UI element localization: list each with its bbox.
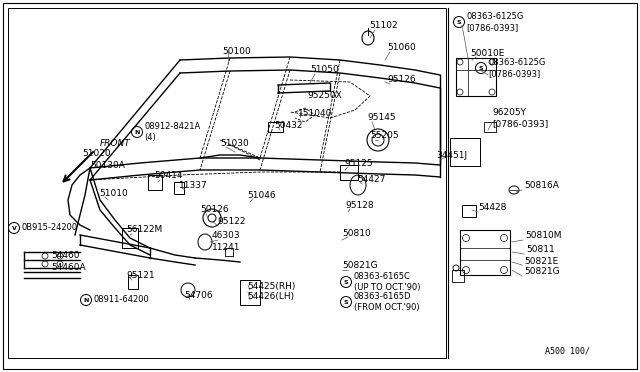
Text: 51020: 51020 bbox=[82, 148, 111, 157]
Circle shape bbox=[131, 126, 143, 138]
Text: 51060: 51060 bbox=[387, 44, 416, 52]
Text: 50811: 50811 bbox=[526, 246, 555, 254]
Circle shape bbox=[8, 222, 19, 234]
Bar bbox=[484, 122, 496, 132]
Bar bbox=[225, 248, 233, 256]
Text: 50126: 50126 bbox=[200, 205, 228, 215]
Text: 50130A: 50130A bbox=[90, 161, 125, 170]
Text: V: V bbox=[12, 225, 17, 231]
Text: 08363-6125G
[0786-0393]: 08363-6125G [0786-0393] bbox=[488, 58, 546, 78]
Text: 08912-8421A
(4): 08912-8421A (4) bbox=[145, 122, 201, 142]
Text: 50810: 50810 bbox=[342, 228, 371, 237]
Text: 11337: 11337 bbox=[179, 182, 208, 190]
Circle shape bbox=[340, 296, 351, 308]
Text: 95145: 95145 bbox=[367, 113, 396, 122]
Text: N: N bbox=[134, 129, 140, 135]
Text: S: S bbox=[479, 65, 483, 71]
Text: 51030: 51030 bbox=[220, 138, 249, 148]
Text: 55205: 55205 bbox=[370, 131, 399, 141]
Text: 54460: 54460 bbox=[51, 250, 79, 260]
Text: N: N bbox=[83, 298, 89, 302]
Text: 50821E: 50821E bbox=[524, 257, 558, 266]
Circle shape bbox=[476, 62, 486, 74]
Text: 08911-64200: 08911-64200 bbox=[93, 295, 149, 305]
Text: 95250X: 95250X bbox=[307, 92, 342, 100]
Text: 50010E: 50010E bbox=[470, 48, 504, 58]
Text: 50432: 50432 bbox=[274, 122, 303, 131]
Text: S: S bbox=[344, 279, 348, 285]
Text: 51010: 51010 bbox=[99, 189, 128, 198]
Text: 96205Y
[0786-0393]: 96205Y [0786-0393] bbox=[492, 108, 548, 128]
Circle shape bbox=[340, 276, 351, 288]
Text: 54428: 54428 bbox=[478, 203, 506, 212]
Text: 95121: 95121 bbox=[126, 272, 155, 280]
Circle shape bbox=[454, 16, 465, 28]
Text: 51046: 51046 bbox=[247, 190, 276, 199]
Text: 08363-6165C
(UP TO OCT.'90): 08363-6165C (UP TO OCT.'90) bbox=[353, 272, 420, 292]
Text: 51102: 51102 bbox=[369, 22, 397, 31]
Text: 50100: 50100 bbox=[222, 48, 251, 57]
Text: 54460A: 54460A bbox=[51, 263, 86, 273]
Text: 151040: 151040 bbox=[298, 109, 332, 118]
Text: 11241: 11241 bbox=[212, 244, 241, 253]
Text: FRONT: FRONT bbox=[100, 139, 131, 148]
Text: 50821G: 50821G bbox=[342, 262, 378, 270]
Text: 54425(RH): 54425(RH) bbox=[247, 282, 296, 291]
Bar bbox=[174, 182, 184, 194]
Text: 56122M: 56122M bbox=[126, 225, 163, 234]
Text: 08363-6165D
(FROM OCT.'90): 08363-6165D (FROM OCT.'90) bbox=[353, 292, 419, 312]
Text: S: S bbox=[457, 19, 461, 25]
Text: 50816A: 50816A bbox=[524, 182, 559, 190]
Text: 08363-6125G
[0786-0393]: 08363-6125G [0786-0393] bbox=[467, 12, 524, 32]
Bar bbox=[268, 122, 283, 132]
Bar bbox=[128, 275, 138, 289]
Text: 54427: 54427 bbox=[357, 176, 385, 185]
Bar bbox=[8, 8, 446, 358]
Text: 0B915-24200: 0B915-24200 bbox=[22, 224, 77, 232]
Text: 50821G: 50821G bbox=[524, 267, 559, 276]
Text: 34451J: 34451J bbox=[436, 151, 467, 160]
Text: 54426(LH): 54426(LH) bbox=[247, 292, 294, 301]
Text: 51050: 51050 bbox=[310, 65, 339, 74]
Text: 95125: 95125 bbox=[344, 158, 372, 167]
Circle shape bbox=[81, 295, 92, 305]
Text: A500 100/: A500 100/ bbox=[545, 346, 590, 355]
Text: 50810M: 50810M bbox=[525, 231, 561, 241]
Text: 95122: 95122 bbox=[217, 218, 246, 227]
Text: 95128: 95128 bbox=[345, 201, 374, 209]
Text: 50414: 50414 bbox=[154, 171, 182, 180]
Text: S: S bbox=[344, 299, 348, 305]
Text: 54706: 54706 bbox=[184, 292, 212, 301]
Text: 95126: 95126 bbox=[387, 76, 415, 84]
Text: 46303: 46303 bbox=[212, 231, 241, 241]
